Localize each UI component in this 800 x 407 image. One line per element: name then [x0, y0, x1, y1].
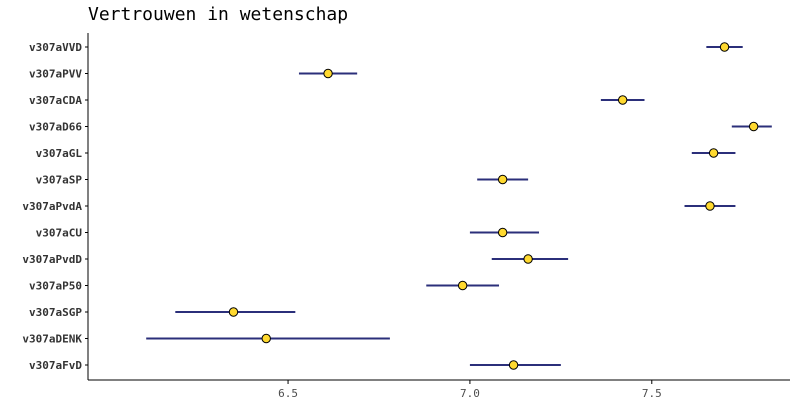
category-label-v307aPVV: v307aPVV — [29, 68, 82, 81]
category-label-v307aSGP: v307aSGP — [29, 306, 82, 319]
point-v307aFvD — [508, 360, 519, 370]
chart-title: Vertrouwen in wetenschap — [88, 4, 349, 25]
x-tick-label: 7.5 — [642, 387, 662, 400]
point-v307aSGP — [228, 307, 239, 317]
category-label-v307aDENK: v307aDENK — [22, 333, 82, 346]
category-label-v307aD66: v307aD66 — [29, 121, 82, 134]
point-v307aPvdD — [523, 254, 533, 264]
point-layer — [228, 42, 759, 370]
category-label-v307aPvdA: v307aPvdA — [22, 200, 82, 213]
x-tick-label: 7.0 — [460, 387, 480, 400]
category-label-v307aFvD: v307aFvD — [29, 359, 82, 372]
category-label-v307aP50: v307aP50 — [29, 280, 82, 293]
category-label-v307aSP: v307aSP — [36, 174, 83, 187]
interval-layer — [146, 46, 772, 366]
category-labels: v307aVVD v307aPVV v307aCDA v307aD66 v307aGL v… — [22, 41, 88, 372]
point-v307aCU — [497, 227, 508, 238]
point-v307aDENK — [261, 333, 271, 344]
point-v307aD66 — [748, 121, 759, 132]
category-label-v307aCDA: v307aCDA — [29, 94, 82, 107]
category-label-v307aPvdD: v307aPvdD — [22, 253, 82, 266]
category-label-v307aVVD: v307aVVD — [29, 41, 82, 54]
category-label-v307aGL: v307aGL — [36, 147, 83, 160]
point-v307aPvdA — [705, 201, 715, 211]
category-label-v307aCU: v307aCU — [36, 227, 83, 240]
x-tick-label: 6.5 — [278, 387, 298, 400]
x-ticks: 6.5 7.0 7.5 — [278, 380, 662, 400]
point-v307aGL — [708, 148, 719, 158]
point-v307aPVV — [323, 68, 333, 79]
point-v307aVVD — [719, 42, 730, 52]
point-v307aSP — [497, 174, 508, 185]
point-v307aP50 — [457, 280, 468, 291]
point-v307aCDA — [617, 95, 628, 105]
